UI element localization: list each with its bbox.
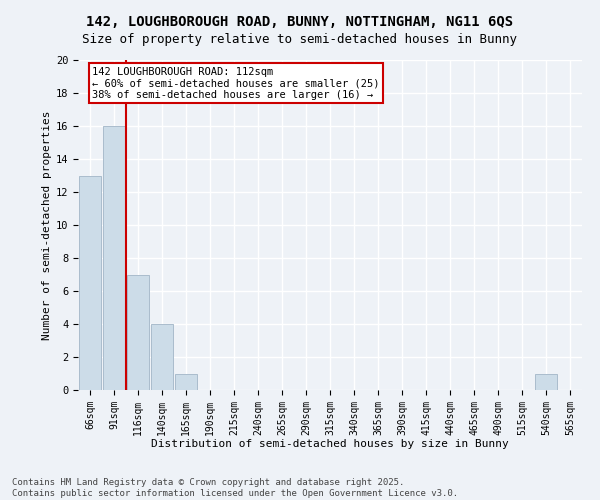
Text: Size of property relative to semi-detached houses in Bunny: Size of property relative to semi-detach… xyxy=(83,32,517,46)
Bar xyxy=(127,274,149,390)
Bar xyxy=(175,374,197,390)
Y-axis label: Number of semi-detached properties: Number of semi-detached properties xyxy=(41,110,52,340)
Text: Contains HM Land Registry data © Crown copyright and database right 2025.
Contai: Contains HM Land Registry data © Crown c… xyxy=(12,478,458,498)
X-axis label: Distribution of semi-detached houses by size in Bunny: Distribution of semi-detached houses by … xyxy=(151,439,509,449)
Bar xyxy=(535,374,557,390)
Bar xyxy=(151,324,173,390)
Text: 142 LOUGHBOROUGH ROAD: 112sqm
← 60% of semi-detached houses are smaller (25)
38%: 142 LOUGHBOROUGH ROAD: 112sqm ← 60% of s… xyxy=(92,66,380,100)
Bar xyxy=(103,126,125,390)
Bar xyxy=(79,176,101,390)
Text: 142, LOUGHBOROUGH ROAD, BUNNY, NOTTINGHAM, NG11 6QS: 142, LOUGHBOROUGH ROAD, BUNNY, NOTTINGHA… xyxy=(86,15,514,29)
